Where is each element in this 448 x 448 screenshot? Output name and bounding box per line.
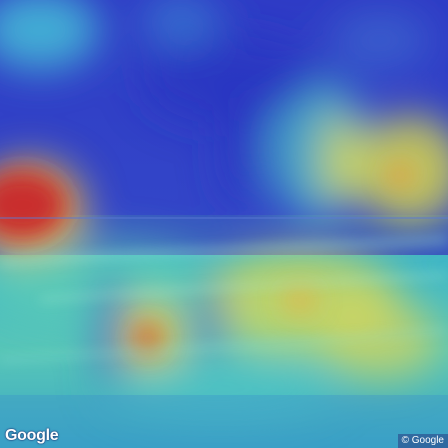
copyright-attribution: © Google xyxy=(397,434,448,448)
hot-spot-center xyxy=(134,324,162,352)
google-logo[interactable]: Google xyxy=(5,427,59,444)
hot-spot-left xyxy=(0,170,67,240)
